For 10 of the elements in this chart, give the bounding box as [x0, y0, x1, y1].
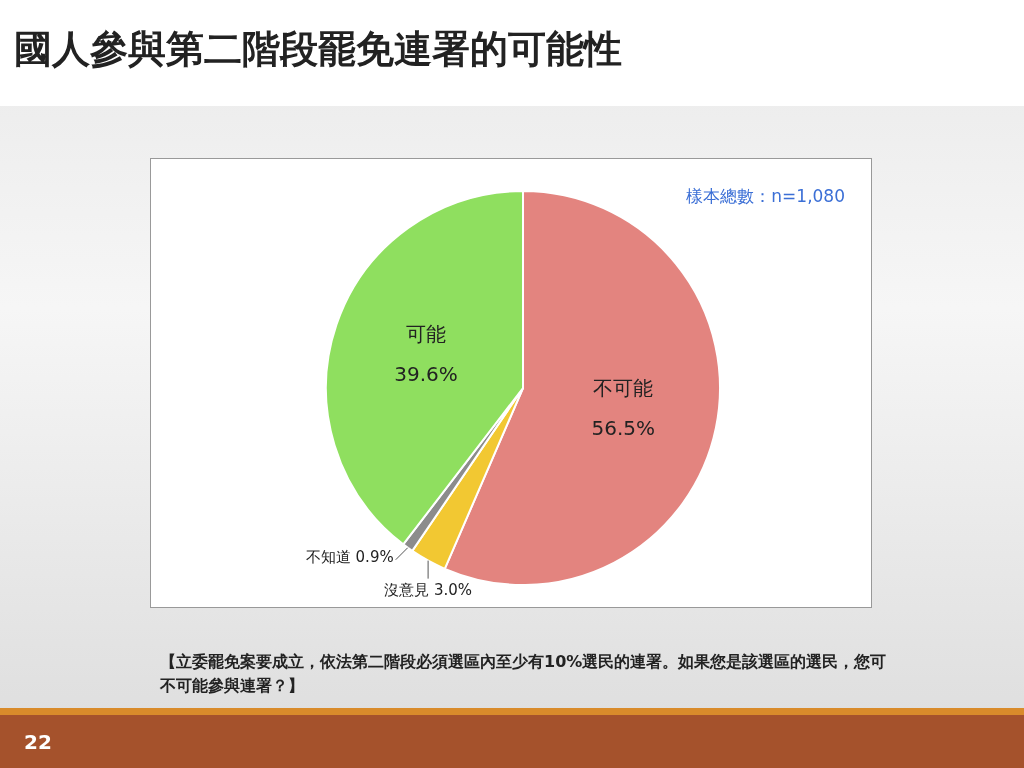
slice-label: 沒意見 3.0%	[384, 580, 473, 599]
data-label: 56.5%	[591, 415, 656, 440]
slice-label: 不知道 0.9%	[305, 547, 394, 566]
text: 樣本總數：n=1,080	[686, 185, 845, 208]
slice-label: 不可能	[593, 375, 654, 400]
chart-title: 國人參與第二階段罷免連署的可能性	[14, 26, 622, 73]
slice-label: 可能	[405, 322, 446, 347]
text: 【立委罷免案要成立，依法第二階段必須選區內至少有10%選民的連署。如果您是該選區的選民，您可不可能參與連署？】	[160, 651, 888, 697]
text: 22	[24, 730, 52, 754]
data-label: 39.6%	[394, 362, 458, 387]
